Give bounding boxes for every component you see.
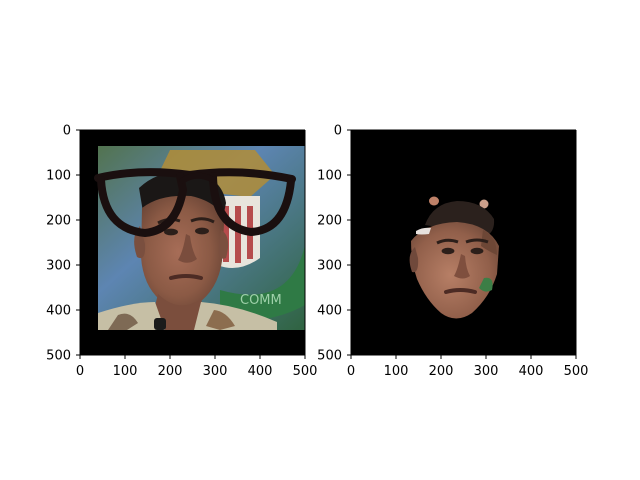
right-mask-image <box>409 196 499 319</box>
left-x-ticks: 0 100 200 300 400 500 <box>76 355 318 379</box>
right-panel: 0 100 200 300 400 500 0 100 200 300 400 500 <box>317 124 588 380</box>
left-x-tick-label: 300 <box>203 364 228 379</box>
right-y-tick-label: 400 <box>317 304 342 319</box>
right-y-tick-label: 300 <box>317 259 342 274</box>
mask-eyebrow-right <box>465 238 489 244</box>
glasses <box>94 168 296 237</box>
right-axes <box>350 129 577 356</box>
mask-mouth <box>444 288 477 294</box>
eye-right <box>195 227 209 235</box>
collar-pattern <box>108 313 138 330</box>
right-y-tick-label: 100 <box>317 169 342 184</box>
mask-eye-right <box>470 247 484 255</box>
right-x-tick-label: 200 <box>429 364 454 379</box>
mask-face <box>411 222 499 319</box>
left-y-tick-label: 200 <box>46 214 71 229</box>
left-x-tick-label: 0 <box>76 364 84 379</box>
left-y-ticks: 0 100 200 300 400 500 <box>46 124 80 364</box>
left-panel: COMM <box>46 124 317 380</box>
right-y-tick-label: 500 <box>317 349 342 364</box>
right-x-ticks: 0 100 200 300 400 500 <box>347 355 589 379</box>
mask-ear <box>409 247 419 273</box>
seal-ring <box>220 245 305 321</box>
microphone <box>154 318 166 330</box>
left-x-tick-label: 500 <box>293 364 318 379</box>
eyebrow-right <box>190 217 215 224</box>
mask-left-glass-fragment <box>416 227 431 235</box>
right-y-ticks: 0 100 200 300 400 500 <box>317 124 351 364</box>
mask-top-right-fragment <box>479 199 489 209</box>
right-x-tick-label: 400 <box>519 364 544 379</box>
right-x-tick-label: 0 <box>347 364 355 379</box>
left-y-tick-label: 100 <box>46 169 71 184</box>
left-x-tick-label: 100 <box>113 364 138 379</box>
mask-top-left-fragment <box>429 196 439 206</box>
mask-eye-left <box>441 247 455 255</box>
mask-green-fragment <box>479 277 493 292</box>
left-x-tick-label: 400 <box>248 364 273 379</box>
nose <box>178 234 197 263</box>
left-y-tick-label: 0 <box>63 124 71 139</box>
right-y-tick-label: 0 <box>334 124 342 139</box>
left-y-tick-label: 500 <box>46 349 71 364</box>
left-y-tick-label: 300 <box>46 259 71 274</box>
mask-nose <box>454 254 470 279</box>
mask-right-shadow <box>481 230 497 255</box>
right-x-tick-label: 500 <box>564 364 589 379</box>
glasses-right-lens <box>209 172 295 236</box>
right-y-tick-label: 200 <box>317 214 342 229</box>
glasses-bridge <box>179 172 216 184</box>
ear-right <box>218 230 229 259</box>
mask-eyebrow-left <box>436 238 459 245</box>
right-x-tick-label: 100 <box>384 364 409 379</box>
eye-left <box>164 228 178 236</box>
seal-text: COMM <box>240 293 282 308</box>
left-x-tick-label: 200 <box>158 364 183 379</box>
right-x-tick-label: 300 <box>474 364 499 379</box>
collar-pattern-2 <box>206 310 235 330</box>
mouth <box>169 274 203 280</box>
left-axes <box>79 129 306 356</box>
glasses-left-lens <box>97 172 187 237</box>
left-y-tick-label: 400 <box>46 304 71 319</box>
